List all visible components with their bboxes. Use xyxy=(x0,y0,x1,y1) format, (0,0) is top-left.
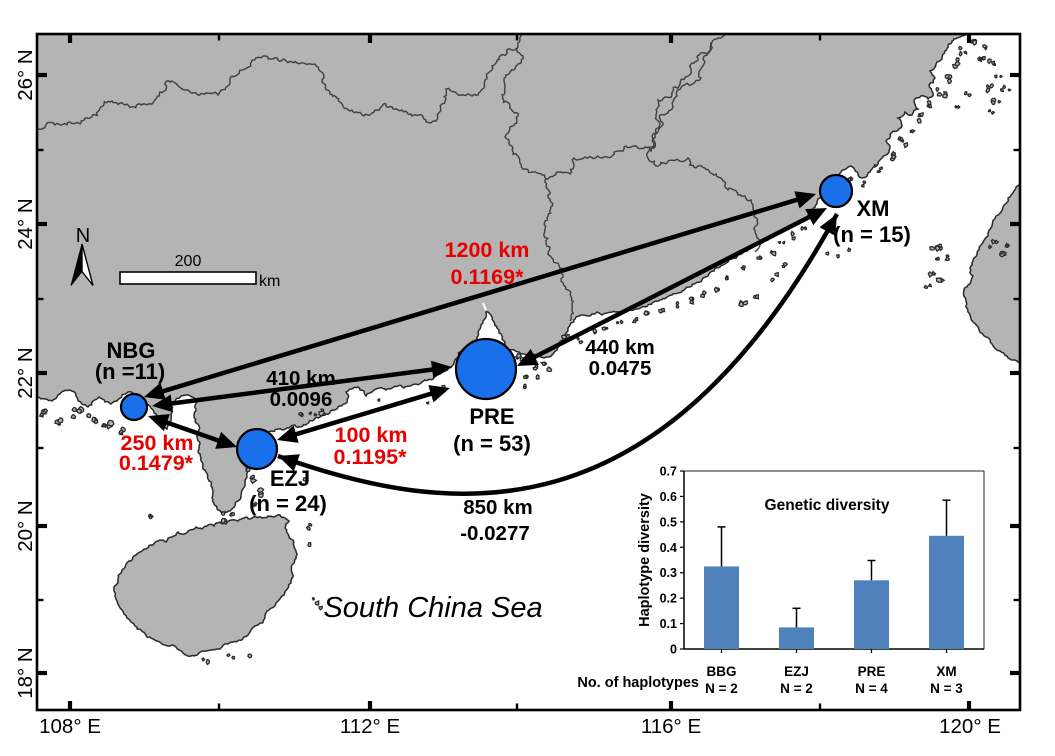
svg-text:410 km: 410 km xyxy=(266,367,336,390)
svg-text:440 km: 440 km xyxy=(585,336,655,359)
svg-text:NBG: NBG xyxy=(107,338,156,363)
svg-text:PRE: PRE xyxy=(858,664,886,679)
svg-text:No. of haplotypes: No. of haplotypes xyxy=(577,675,699,691)
svg-text:South China Sea: South China Sea xyxy=(323,592,542,624)
svg-text:1200 km: 1200 km xyxy=(445,238,530,262)
svg-text:0.0475: 0.0475 xyxy=(589,357,652,380)
svg-text:0.2: 0.2 xyxy=(660,592,677,606)
svg-text:26° N: 26° N xyxy=(14,49,37,101)
svg-text:0.3: 0.3 xyxy=(660,566,677,580)
svg-text:(n = 15): (n = 15) xyxy=(833,222,911,247)
svg-text:N = 2: N = 2 xyxy=(780,681,813,696)
svg-text:108° E: 108° E xyxy=(39,715,101,738)
svg-text:-0.0277: -0.0277 xyxy=(460,522,530,545)
svg-text:116° E: 116° E xyxy=(641,715,701,738)
svg-text:20° N: 20° N xyxy=(14,500,37,552)
svg-text:(n = 24): (n = 24) xyxy=(249,491,327,516)
svg-text:Haplotype diversity: Haplotype diversity xyxy=(637,493,653,627)
svg-text:0.1: 0.1 xyxy=(660,617,677,631)
svg-text:0.1195*: 0.1195* xyxy=(334,445,408,469)
svg-text:0.1479*: 0.1479* xyxy=(119,451,194,475)
svg-text:EZJ: EZJ xyxy=(784,664,809,679)
svg-text:0.0096: 0.0096 xyxy=(270,388,333,411)
svg-text:BBG: BBG xyxy=(707,664,737,679)
svg-text:(n = 53): (n = 53) xyxy=(453,431,531,456)
svg-text:XM: XM xyxy=(857,196,890,221)
svg-text:EZJ: EZJ xyxy=(270,466,310,491)
svg-text:0.1169*: 0.1169* xyxy=(451,265,525,289)
svg-text:120° E: 120° E xyxy=(939,715,1001,738)
svg-text:0.4: 0.4 xyxy=(660,541,677,555)
svg-text:0.7: 0.7 xyxy=(660,465,677,479)
svg-text:XM: XM xyxy=(936,664,956,679)
svg-text:0: 0 xyxy=(670,643,677,657)
svg-text:100 km: 100 km xyxy=(335,423,408,447)
svg-text:N = 2: N = 2 xyxy=(705,681,738,696)
svg-text:PRE: PRE xyxy=(469,404,514,429)
svg-text:18° N: 18° N xyxy=(14,647,37,699)
svg-text:N = 4: N = 4 xyxy=(855,681,888,696)
svg-text:24° N: 24° N xyxy=(14,198,37,250)
svg-text:22° N: 22° N xyxy=(14,347,37,399)
svg-text:N: N xyxy=(76,225,90,247)
svg-text:0.5: 0.5 xyxy=(660,515,677,529)
svg-text:km: km xyxy=(259,273,280,290)
svg-text:112° E: 112° E xyxy=(340,715,400,738)
svg-text:(n =11): (n =11) xyxy=(95,359,165,384)
svg-text:0.6: 0.6 xyxy=(660,490,677,504)
svg-text:850 km: 850 km xyxy=(463,496,533,519)
svg-text:Genetic diversity: Genetic diversity xyxy=(765,497,890,514)
svg-text:250 km: 250 km xyxy=(121,431,194,455)
svg-text:N = 3: N = 3 xyxy=(930,681,963,696)
svg-text:200: 200 xyxy=(175,253,202,270)
